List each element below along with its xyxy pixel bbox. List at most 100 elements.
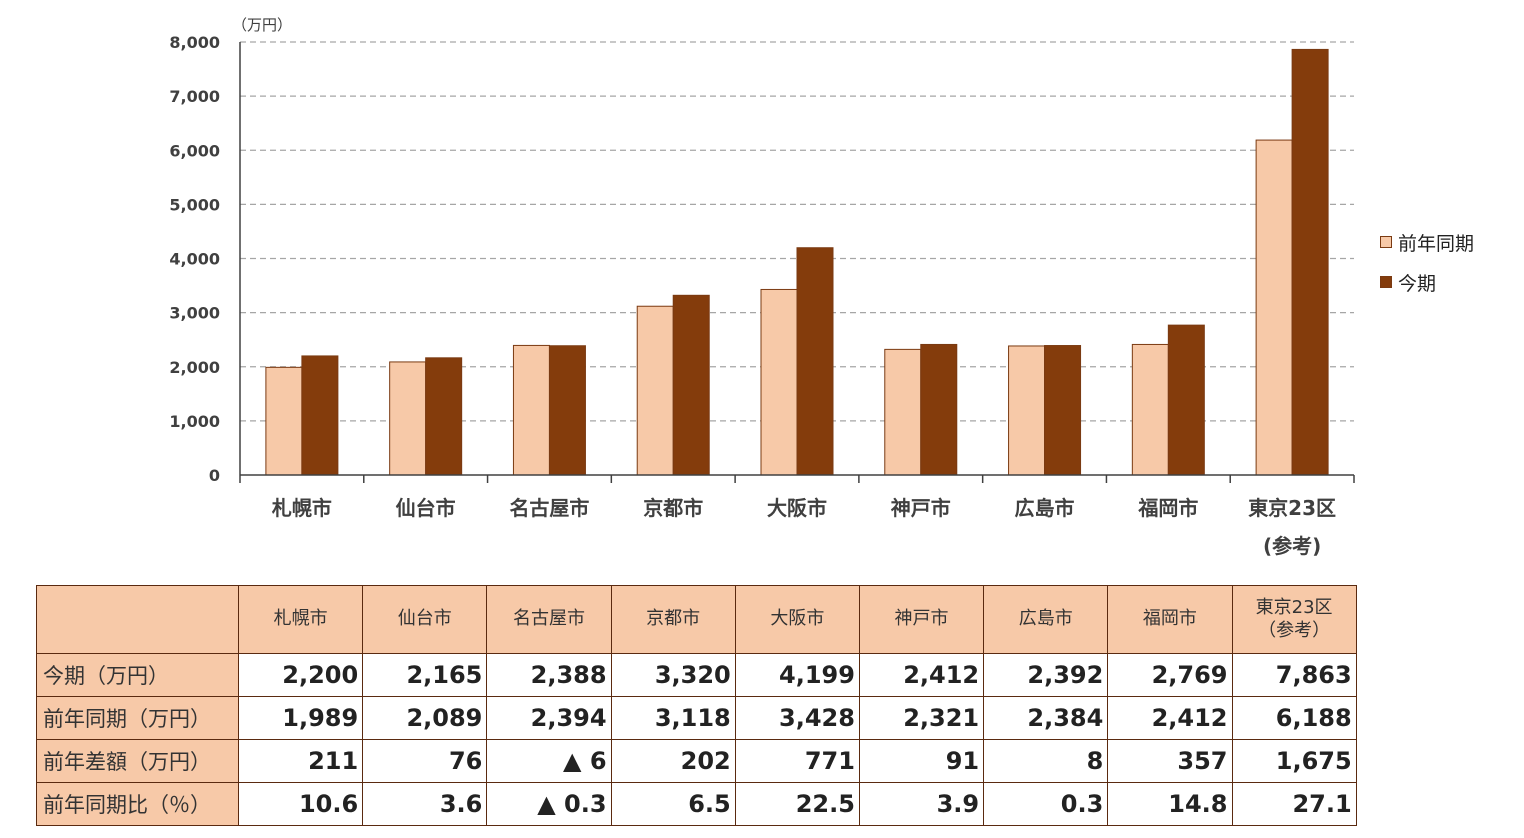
bar-current xyxy=(1044,345,1082,476)
table-cell: 2,392 xyxy=(983,653,1109,697)
table-row: 前年同期比（％） 10.6 3.6 ▲ 0.3 6.5 22.5 3.9 0.3 14.8 27.… xyxy=(36,782,1357,826)
bar-current xyxy=(301,355,339,476)
x-tick-label: (参考) xyxy=(1263,534,1321,558)
x-tick-label: 福岡市 xyxy=(1137,496,1198,520)
table-cell: ▲ 0.3 xyxy=(486,782,612,826)
legend-label-previous: 前年同期 xyxy=(1398,232,1475,255)
table-cell: 2,394 xyxy=(486,696,612,740)
table-body: 今期（万円） 2,200 2,165 2,388 3,320 4,199 2,412 2,39… xyxy=(36,653,1357,826)
bar-chart: 0 1,000 2,000 3,000 4,000 5,000 6,000 7,000 8,00… xyxy=(169,16,1355,558)
data-table: 札幌市 仙台市 名古屋市 京都市 大阪市 神戸市 広島市 福岡市 東京23区 （参考） 今期（万円… xyxy=(36,585,1357,826)
table-cell: 2,165 xyxy=(362,653,488,697)
y-tick-label: 1,000 xyxy=(169,412,220,431)
table-cell: 22.5 xyxy=(734,782,860,826)
table-cell: 0.3 xyxy=(983,782,1109,826)
bar-previous xyxy=(1255,139,1293,476)
bars xyxy=(265,48,1329,476)
bar-current xyxy=(672,294,710,476)
legend-item-previous: 前年同期 xyxy=(1380,222,1474,262)
table-cell: 76 xyxy=(362,739,488,783)
table-column-header: 大阪市 xyxy=(734,585,860,654)
table-column-header: 神戸市 xyxy=(858,585,985,654)
y-axis: 0 1,000 2,000 3,000 4,000 5,000 6,000 7,000 8,00… xyxy=(169,33,241,485)
y-tick-label: 8,000 xyxy=(169,33,220,52)
table-cell: 357 xyxy=(1107,739,1233,783)
bar-current xyxy=(796,247,834,476)
bar-previous xyxy=(884,348,922,476)
y-tick-label: 0 xyxy=(209,466,220,485)
bar-previous xyxy=(1131,343,1169,476)
bar-previous xyxy=(1008,345,1046,476)
table-row-header: 今期（万円） xyxy=(36,653,239,697)
bar-previous xyxy=(760,288,798,476)
x-tick-label: 仙台市 xyxy=(396,496,456,520)
x-axis: 札幌市 仙台市 名古屋市 京都市 大阪市 神戸市 広島市 福岡市 東京23区 (参考) xyxy=(239,474,1355,558)
table-cell: 2,089 xyxy=(362,696,488,740)
table-cell: 91 xyxy=(858,739,985,783)
y-tick-label: 2,000 xyxy=(169,358,220,377)
bar-previous xyxy=(512,344,550,476)
table-cell: ▲ 6 xyxy=(486,739,612,783)
table-cell: 6.5 xyxy=(610,782,736,826)
table-cell: 4,199 xyxy=(734,653,860,697)
y-axis-unit-label: （万円） xyxy=(232,16,292,34)
table-column-header: 名古屋市 xyxy=(486,585,612,654)
x-tick-label: 札幌市 xyxy=(271,496,332,520)
x-tick-label: 京都市 xyxy=(643,496,703,520)
table-row-header: 前年同期（万円） xyxy=(36,696,239,740)
legend-swatch-current xyxy=(1380,276,1392,288)
table-column-header: 京都市 xyxy=(610,585,736,654)
table-cell: 202 xyxy=(610,739,736,783)
table-cell: 2,412 xyxy=(1107,696,1233,740)
table-cell: 2,200 xyxy=(237,653,364,697)
table-cell: 2,769 xyxy=(1107,653,1233,697)
x-tick-label: 名古屋市 xyxy=(509,496,589,520)
table-header-row: 札幌市 仙台市 名古屋市 京都市 大阪市 神戸市 広島市 福岡市 東京23区 （参考） xyxy=(36,585,1357,654)
table-column-header: 仙台市 xyxy=(362,585,488,654)
table-cell: 27.1 xyxy=(1231,782,1357,826)
x-tick-label: 東京23区 xyxy=(1248,496,1336,520)
table-cell: 3,428 xyxy=(734,696,860,740)
table-cell: 3,118 xyxy=(610,696,736,740)
table-cell: 3,320 xyxy=(610,653,736,697)
y-tick-label: 3,000 xyxy=(169,304,220,323)
legend-swatch-previous xyxy=(1380,236,1392,248)
y-tick-label: 5,000 xyxy=(169,195,220,214)
table-cell: 2,384 xyxy=(983,696,1109,740)
table-cell: 7,863 xyxy=(1231,653,1357,697)
table-cell: 2,412 xyxy=(858,653,985,697)
table-row-header: 前年差額（万円） xyxy=(36,739,239,783)
x-tick-label: 神戸市 xyxy=(891,496,951,520)
table-column-header: 札幌市 xyxy=(237,585,364,654)
table-column-header: 広島市 xyxy=(983,585,1109,654)
x-tick-label: 広島市 xyxy=(1015,496,1075,520)
bar-previous xyxy=(389,361,427,476)
table-cell: 6,188 xyxy=(1231,696,1357,740)
legend: 前年同期 今期 xyxy=(1380,222,1474,302)
table-row: 今期（万円） 2,200 2,165 2,388 3,320 4,199 2,412 2,39… xyxy=(36,653,1357,697)
bar-previous xyxy=(636,305,674,476)
table-column-header: 東京23区 （参考） xyxy=(1231,585,1357,654)
bar-current xyxy=(425,357,463,476)
bar-current xyxy=(548,345,586,476)
table-cell: 2,321 xyxy=(858,696,985,740)
table-cell: 211 xyxy=(237,739,364,783)
y-tick-label: 7,000 xyxy=(169,87,220,106)
table-cell: 771 xyxy=(734,739,860,783)
x-tick-label: 大阪市 xyxy=(767,496,827,520)
y-tick-label: 4,000 xyxy=(169,250,220,269)
legend-label-current: 今期 xyxy=(1398,272,1437,295)
table-cell: 1,989 xyxy=(237,696,364,740)
bar-current xyxy=(1291,48,1329,476)
bar-current xyxy=(920,343,958,476)
table-cell: 8 xyxy=(983,739,1109,783)
table-row: 前年同期（万円） 1,989 2,089 2,394 3,118 3,428 2,321 2,… xyxy=(36,696,1357,740)
legend-item-current: 今期 xyxy=(1380,262,1474,302)
table-corner-cell xyxy=(36,585,239,654)
table-cell: 10.6 xyxy=(237,782,364,826)
table-cell: 3.6 xyxy=(362,782,488,826)
table-cell: 2,388 xyxy=(486,653,612,697)
table-row-header: 前年同期比（％） xyxy=(36,782,239,826)
y-tick-label: 6,000 xyxy=(169,141,220,160)
table-row: 前年差額（万円） 211 76 ▲ 6 202 771 91 8 357 1,675 xyxy=(36,739,1357,783)
